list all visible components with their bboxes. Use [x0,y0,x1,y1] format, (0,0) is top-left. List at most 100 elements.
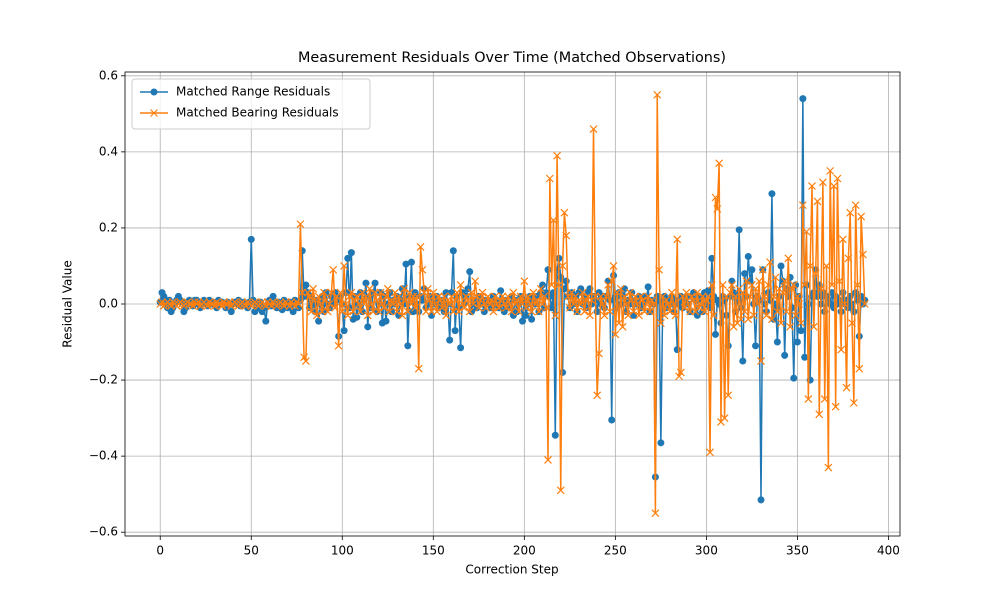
data-point [646,307,654,316]
x-tick-label: 0 [156,544,164,558]
data-point [360,300,369,308]
data-point [651,509,660,518]
data-point [402,296,410,305]
data-point [407,258,415,266]
y-tick-label: 0.2 [99,220,118,234]
data-point [460,303,469,312]
data-point [269,292,277,300]
data-point [741,270,749,278]
data-point [784,254,793,263]
x-tick-label: 100 [331,544,354,558]
data-point [531,300,540,308]
data-point [356,307,365,316]
data-point [859,250,867,259]
data-point [753,300,762,308]
data-point [331,303,339,312]
data-point [514,307,523,316]
data-point [374,307,383,316]
data-point [500,308,508,316]
data-point [291,301,299,310]
data-point [689,296,698,305]
data-point [429,288,438,297]
data-point [687,292,696,301]
data-point [666,307,674,316]
data-point [323,307,332,316]
data-point [364,323,372,331]
legend-marker [150,109,158,117]
data-point [731,292,740,301]
data-point [673,235,682,244]
data-point [655,265,663,274]
x-tick-label: 150 [422,544,445,558]
data-point [207,300,216,308]
data-point [520,277,529,286]
data-point [353,313,361,321]
x-tick-label: 350 [786,544,809,558]
data-point [524,292,532,301]
data-point [768,190,776,198]
data-point [218,301,227,310]
x-tick-label: 250 [604,544,627,558]
data-point [309,284,318,293]
data-point [562,277,570,285]
data-point [302,281,310,289]
data-point [848,319,856,327]
data-point [602,292,611,301]
data-point [409,308,417,316]
data-point [409,292,418,301]
data-point [507,307,516,316]
data-point [433,307,441,316]
data-point [527,307,536,316]
data-point [404,342,412,350]
data-point [462,292,471,301]
data-point [840,300,849,308]
data-point [414,364,423,373]
data-point [449,247,457,255]
data-point [442,289,450,297]
data-point [320,288,328,297]
data-point [344,254,352,262]
data-point [700,307,709,316]
data-point [773,338,781,346]
data-point [387,296,396,305]
data-point [855,364,864,373]
x-tick-label: 200 [513,544,536,558]
data-point [662,296,671,305]
data-point [746,292,755,301]
data-point [849,398,858,407]
data-point [828,281,836,289]
data-point [456,281,465,289]
data-point [382,292,390,301]
data-point [851,201,860,210]
data-point [203,301,212,310]
data-point [813,197,822,206]
data-point [813,292,821,300]
data-point [385,307,394,316]
data-point [466,268,474,276]
data-point [704,287,712,295]
data-point [649,300,658,308]
data-point [773,307,782,316]
data-point [607,277,616,286]
data-point [345,292,354,301]
y-axis-label: Residual Value [61,260,75,347]
data-point [808,182,816,191]
data-point [720,414,729,423]
data-point [629,307,638,316]
data-point [793,338,801,346]
data-point [711,330,719,338]
data-point [604,277,612,285]
data-point [560,208,569,217]
data-point [633,300,642,308]
data-point [653,90,662,99]
data-point [352,292,361,301]
data-point [178,298,186,306]
data-point [438,303,447,312]
data-point [835,277,844,286]
data-point [412,292,421,301]
data-point [728,277,736,285]
data-point [314,292,323,301]
data-point [423,284,432,293]
data-point [256,298,264,306]
data-point [372,296,381,305]
